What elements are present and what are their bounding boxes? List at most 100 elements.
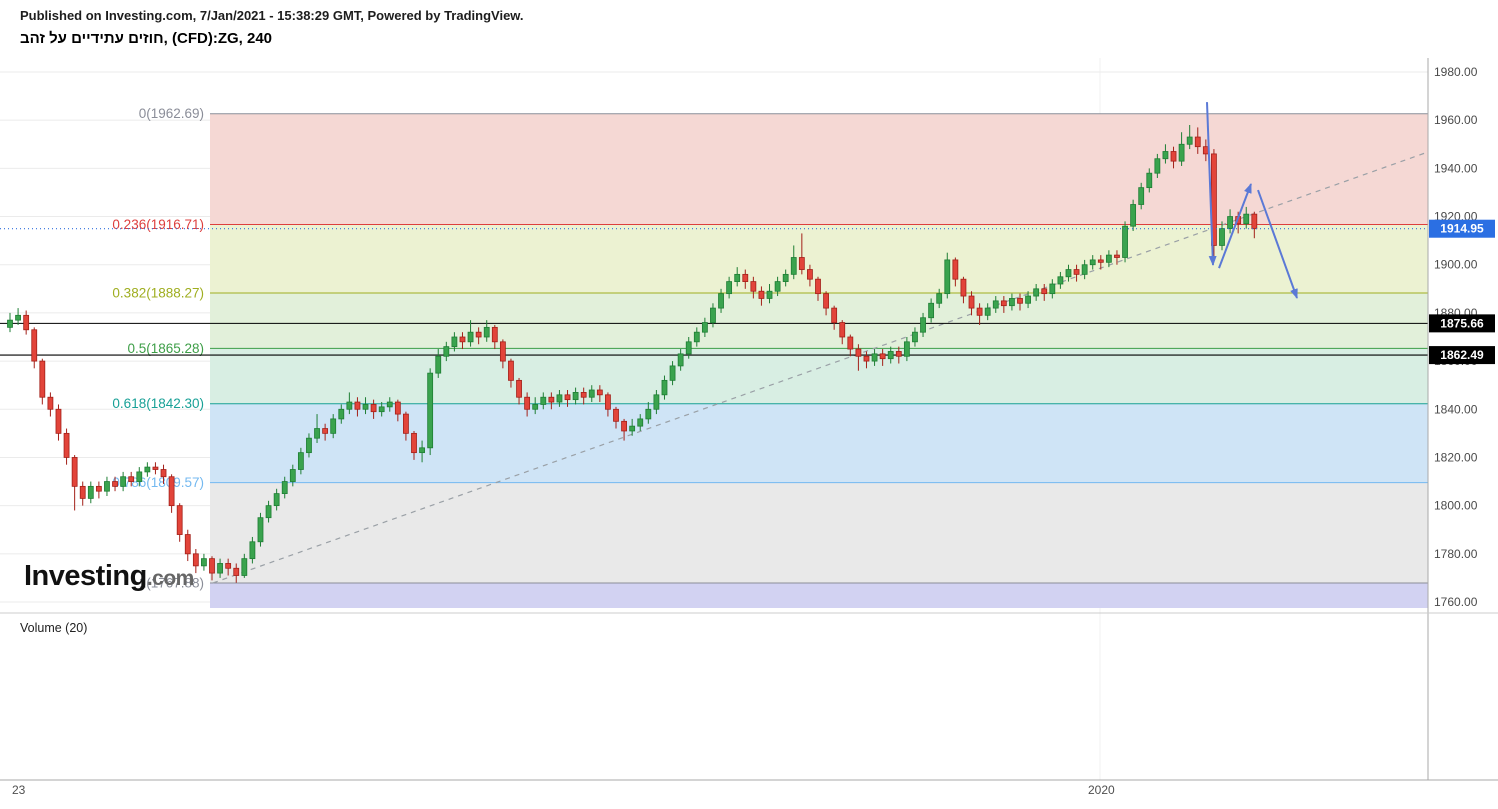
candle-body xyxy=(1097,259,1104,263)
candle-body xyxy=(1065,269,1072,278)
fib-label-0: 0(1962.69) xyxy=(139,106,204,121)
candle-body xyxy=(1170,151,1177,162)
candle-body xyxy=(742,273,749,282)
candle-body xyxy=(839,322,846,338)
candle-body xyxy=(871,353,878,362)
candle-body xyxy=(47,396,54,410)
candle-body xyxy=(1073,269,1080,275)
fib-label-0.5: 0.5(1865.28) xyxy=(127,341,204,356)
candle-body xyxy=(621,420,627,432)
candle-body xyxy=(1227,216,1233,229)
x-axis-tick-label: 23 xyxy=(12,783,26,797)
candle-body xyxy=(7,319,13,328)
candle-body xyxy=(992,300,999,309)
candle-body xyxy=(225,563,232,569)
candle-body xyxy=(55,408,62,434)
candle-body xyxy=(774,281,781,292)
candle-body xyxy=(548,396,555,403)
candle-body xyxy=(354,401,361,410)
candle-body xyxy=(596,389,603,396)
candle-body xyxy=(710,307,716,323)
candle-body xyxy=(1219,228,1225,246)
candle-body xyxy=(386,401,393,408)
candle-body xyxy=(532,404,539,410)
candle-body xyxy=(1202,146,1209,155)
candle-body xyxy=(475,331,482,338)
candle-body xyxy=(273,493,280,507)
candle-body xyxy=(1041,288,1048,295)
dashed-trendline xyxy=(212,151,1429,584)
price-line-badge xyxy=(1429,314,1495,333)
candle-body xyxy=(1025,295,1031,304)
candle-body xyxy=(306,437,312,454)
candle-body xyxy=(855,348,862,357)
candle-body xyxy=(257,517,264,543)
candle-body xyxy=(726,281,733,295)
y-axis-tick-label: 1820.00 xyxy=(1434,450,1478,464)
logo-suffix: .com xyxy=(146,567,195,590)
candle-body xyxy=(782,273,789,282)
candle-body xyxy=(1138,187,1145,205)
candle-body xyxy=(15,314,21,321)
drawn-arrow xyxy=(1218,183,1252,269)
candle-body xyxy=(887,351,894,360)
candle-body xyxy=(217,563,223,574)
candle-body xyxy=(403,413,409,434)
candle-body xyxy=(483,326,490,338)
candle-body xyxy=(265,505,272,519)
y-axis-tick-label: 1760.00 xyxy=(1434,595,1478,609)
candle-body xyxy=(63,432,70,458)
candle-body xyxy=(249,541,256,560)
candle-body xyxy=(823,293,829,309)
candle-body xyxy=(1178,143,1185,162)
candle-body xyxy=(459,336,466,343)
candle-body xyxy=(1033,288,1040,297)
drawn-arrow xyxy=(1257,189,1298,299)
candle-body xyxy=(815,278,821,295)
candle-body xyxy=(39,360,46,398)
candle-body xyxy=(952,259,959,280)
candle-body xyxy=(903,341,910,357)
frame-layer xyxy=(0,58,1498,781)
candle-body xyxy=(968,295,975,309)
volume-indicator-label: Volume (20) xyxy=(20,621,88,635)
fib-band xyxy=(210,113,1428,225)
candle-body xyxy=(378,406,385,413)
candle-body xyxy=(564,394,571,401)
candle-body xyxy=(653,394,660,410)
candle-body xyxy=(701,322,708,333)
candle-body xyxy=(879,353,886,360)
candle-body xyxy=(394,401,401,415)
candle-body xyxy=(209,558,215,574)
candle-body xyxy=(499,341,506,362)
candle-body xyxy=(160,469,167,478)
candle-body xyxy=(71,457,78,487)
candle-body xyxy=(1154,158,1161,174)
candle-body xyxy=(427,372,434,449)
published-line: Published on Investing.com, 7/Jan/2021 -… xyxy=(20,8,524,23)
candle-body xyxy=(540,396,547,405)
candle-body xyxy=(1057,276,1064,285)
candle-body xyxy=(516,379,522,398)
candle-body xyxy=(524,396,531,410)
price-badge-layer: 1875.66 1862.49 1914.95 xyxy=(1429,219,1495,365)
candle-body xyxy=(120,476,127,487)
candle-body xyxy=(944,259,951,295)
candle-body xyxy=(758,290,765,299)
candle-body xyxy=(637,418,644,427)
candle-body xyxy=(790,257,797,275)
y-axis-tick-label: 1840.00 xyxy=(1434,402,1478,416)
candle-body xyxy=(176,505,183,535)
candle-body xyxy=(419,447,425,454)
candle-body xyxy=(201,558,207,567)
candle-body xyxy=(104,481,110,492)
candle-body xyxy=(895,351,902,357)
candle-body xyxy=(1194,136,1201,148)
candle-body xyxy=(750,281,757,292)
candle-body xyxy=(1049,283,1056,295)
y-axis-tick-label: 1780.00 xyxy=(1434,547,1478,561)
candle-body xyxy=(192,553,199,567)
candle-body xyxy=(1243,213,1250,225)
